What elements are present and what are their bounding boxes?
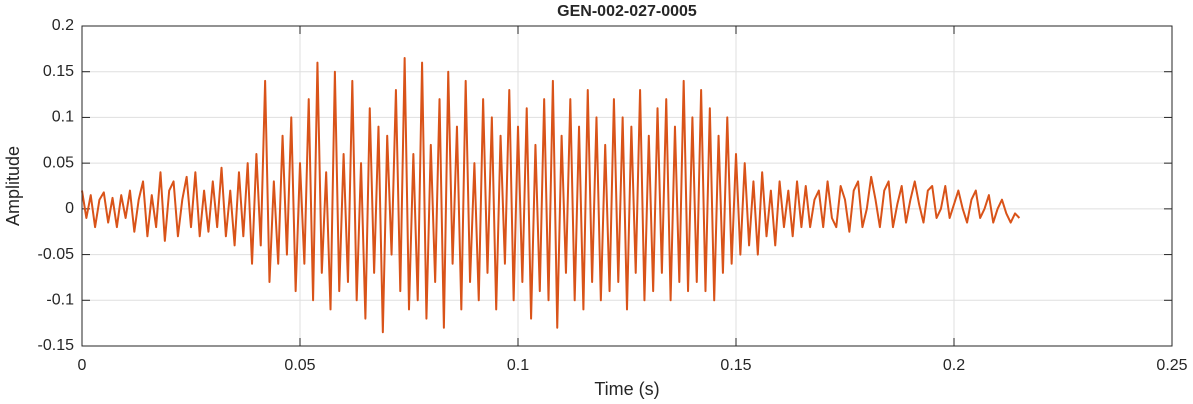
x-tick-label: 0.1: [507, 357, 529, 374]
y-tick-label: 0: [65, 200, 74, 217]
x-tick-label: 0.15: [720, 357, 751, 374]
y-tick-label: 0.1: [52, 109, 74, 126]
chart-title: GEN-002-027-0005: [557, 3, 697, 20]
x-tick-label: 0.05: [284, 357, 315, 374]
plot-frame: [81, 25, 1173, 347]
y-axis-label: Amplitude: [3, 146, 23, 226]
y-tick-label: 0.15: [43, 63, 74, 80]
y-tick-label: -0.15: [38, 337, 75, 354]
y-tick-label: 0.05: [43, 154, 74, 171]
y-tick-label: -0.1: [46, 292, 74, 309]
x-tick-label: 0: [78, 357, 87, 374]
x-axis-label: Time (s): [594, 379, 659, 399]
y-tick-label: 0.2: [52, 17, 74, 34]
y-tick-label: -0.05: [38, 246, 75, 263]
x-tick-label: 0.25: [1156, 357, 1187, 374]
x-tick-label: 0.2: [943, 357, 965, 374]
waveform-line: [81, 57, 1021, 334]
